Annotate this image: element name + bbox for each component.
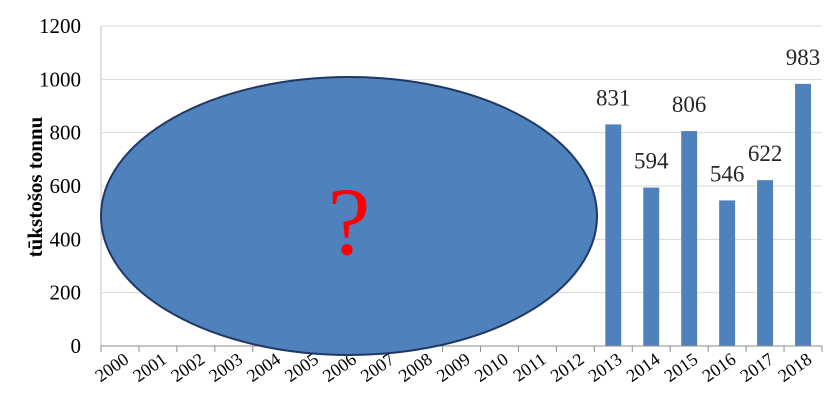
x-tick-label: 2008 (395, 349, 436, 386)
x-axis (100, 26, 823, 352)
bar-2014 (643, 187, 660, 346)
data-label-2014: 594 (634, 149, 669, 174)
x-tick-label: 2015 (661, 349, 702, 386)
data-label-2013: 831 (596, 85, 631, 110)
x-tick-label: 2002 (167, 349, 208, 386)
x-tick-label: 2001 (129, 349, 170, 386)
data-label-2016: 546 (710, 161, 745, 186)
data-label-2015: 806 (672, 92, 707, 117)
x-tick-label: 2017 (736, 349, 777, 386)
x-tick-label: 2012 (547, 349, 588, 386)
y-tick-label: 0 (71, 334, 82, 358)
x-tick-label: 2016 (698, 349, 739, 386)
y-tick-label: 600 (50, 174, 82, 198)
x-tick-label: 2003 (205, 349, 246, 386)
bar-2015 (681, 131, 698, 346)
bar-2016 (719, 200, 736, 346)
x-tick-label: 2014 (623, 349, 664, 386)
x-tick-label: 2004 (243, 349, 284, 386)
y-tick-labels: 0 200 400 600 800 1000 1200 (39, 14, 81, 358)
overlay-ellipse (100, 76, 598, 356)
y-tick-label: 200 (50, 281, 82, 305)
y-tick-label: 800 (50, 121, 82, 145)
question-mark: ? (328, 168, 371, 275)
bar-2013 (605, 124, 622, 347)
question-ellipse: ? (100, 76, 598, 356)
bars (605, 83, 811, 347)
y-tick-label: 400 (50, 227, 82, 251)
x-tick-label: 2009 (433, 349, 474, 386)
x-tick-labels: 2000200120022003200420052006200720082009… (91, 349, 815, 386)
x-tick-label: 2000 (91, 349, 132, 386)
y-tick-label: 1200 (39, 14, 81, 38)
x-tick-label: 2010 (471, 349, 512, 386)
x-tick-label: 2011 (509, 349, 549, 386)
y-axis-label: tūkstošos tonnu (23, 116, 47, 257)
data-label-2018: 983 (786, 45, 821, 70)
data-label-2017: 622 (748, 141, 783, 166)
x-tick-label: 2018 (774, 349, 815, 386)
x-tick-label: 2013 (585, 349, 626, 386)
bar-2017 (757, 180, 774, 346)
bar-2018 (795, 83, 811, 346)
y-tick-label: 1000 (39, 67, 81, 91)
